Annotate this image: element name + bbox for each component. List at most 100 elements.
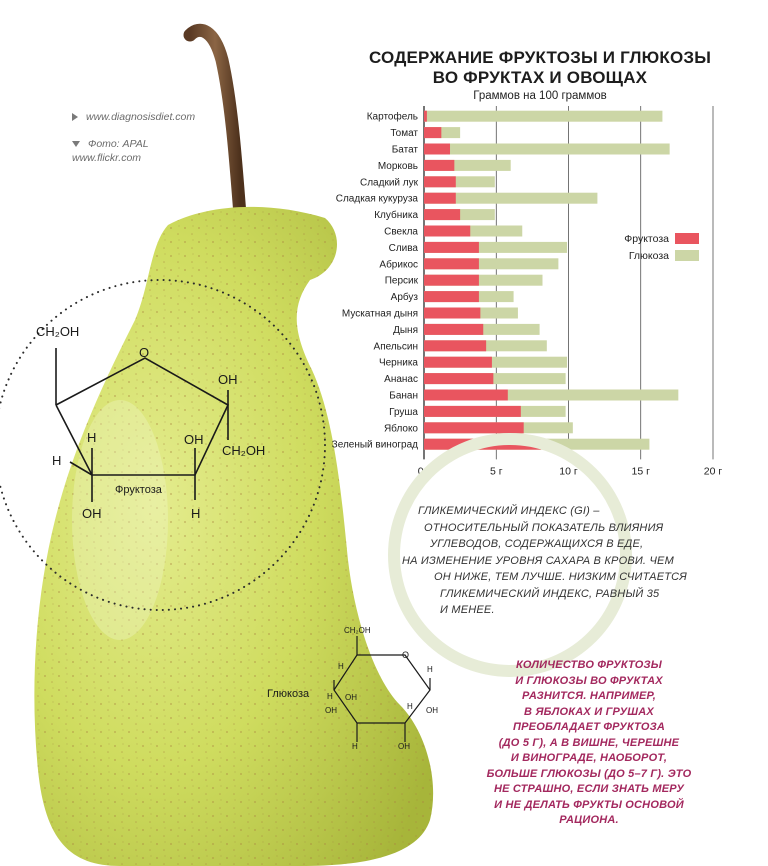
pink-note-line: (ДО 5 Г), А В ВИШНЕ, ЧЕРЕШНЕ [498,736,680,749]
chart-subtitle: Граммов на 100 граммов [473,90,607,102]
bar-fructose [424,422,524,434]
pink-note-line: В ЯБЛОКАХ И ГРУШАХ [524,705,654,718]
bar-glucose [424,159,511,171]
category-label: Абрикос [379,258,418,270]
glucose-h: H [352,742,358,751]
gi-note-line: ОТНОСИТЕЛЬНЫЙ ПОКАЗАТЕЛЬ ВЛИЯНИЯ [424,521,664,534]
pink-note-line: РАЗНИТСЯ. НАПРИМЕР, [522,690,656,702]
bar-glucose [424,356,568,368]
triangle-right-icon [72,113,78,122]
bar-glucose [424,176,495,188]
gi-note-line: УГЛЕВОДОВ, СОДЕРЖАЩИХСЯ В ЕДЕ, [430,538,644,550]
glucose-label: Глюкоза [267,688,310,700]
bar-fructose [424,192,456,204]
glucose-oh: OH [345,693,357,702]
chart-title-line1: СОДЕРЖАНИЕ ФРУКТОЗЫ И ГЛЮКОЗЫ [368,48,712,67]
bar-glucose [424,258,559,270]
legend-label: Глюкоза [629,250,669,262]
chart-title-line2: ВО ФРУКТАХ И ОВОЩАХ [432,68,648,87]
pink-note-line: И ГЛЮКОЗЫ ВО ФРУКТАХ [515,674,663,687]
category-label: Банан [389,391,418,402]
bar-fructose [424,291,479,303]
pink-note-line: РАЦИОНА. [559,814,619,826]
bar-glucose [424,143,670,155]
bar-fructose [424,438,542,450]
credit-photo: Фото: APAL [72,138,149,150]
fructose-ch2oh-right: CH₂OH [222,443,266,458]
bar-fructose [424,323,484,335]
gi-note-line: ГЛИКЕМИЧЕСКИЙ ИНДЕКС (GI) – [418,505,600,517]
legend-swatch [675,233,699,244]
fructose-bond [69,461,93,476]
fructose-ring [55,357,230,476]
x-tick-label: 0 г [418,465,431,477]
gi-note-line: НА ИЗМЕНЕНИЕ УРОВНЯ САХАРА В КРОВИ. ЧЕМ [402,554,674,567]
category-label: Томат [390,128,418,139]
x-tick-label: 15 г [632,465,651,477]
pink-note-line: И ВИНОГРАДЕ, НАОБОРОТ, [510,752,668,764]
glucose-h: H [407,702,413,711]
x-tick-label: 10 г [559,465,578,477]
bar-fructose [424,405,521,417]
glucose-oh: OH [426,706,438,715]
category-label: Клубника [374,209,418,221]
fructose-h-bottom: H [191,506,201,521]
category-label: Сладкий лук [360,177,419,188]
category-label: Персик [385,276,419,287]
fructose-oh-mid: OH [184,432,204,447]
pink-note-line: ПРЕОБЛАДАЕТ ФРУКТОЗА [513,721,665,733]
fructose-oh-right: OH [218,372,238,387]
bar-glucose [424,127,461,139]
pink-note-line: КОЛИЧЕСТВО ФРУКТОЗЫ [516,659,662,671]
category-label: Картофель [367,111,418,123]
glucose-oh: OH [398,742,410,751]
glucose-ch2oh: CH₂OH [344,626,371,635]
pink-note-line: БОЛЬШЕ ГЛЮКОЗЫ (ДО 5–7 Г). ЭТО [486,767,692,780]
bar-glucose [424,274,543,286]
category-label: Батат [392,145,419,156]
bar-fructose [424,176,456,188]
category-label: Арбуз [391,291,419,303]
credit-site-text[interactable]: www.diagnosisdiet.com [86,111,196,123]
bar-fructose [424,340,487,352]
bar-glucose [424,389,679,401]
bar-fructose [424,258,479,270]
bar-fructose [424,159,455,171]
category-label: Яблоко [384,422,418,434]
fructose-ch2oh-top: CH₂OH [36,324,80,339]
gi-note-line: И МЕНЕЕ. [440,604,495,616]
legend-swatch [675,250,699,261]
bar-fructose [424,127,442,139]
fructose-h-left: H [52,453,62,468]
bar-fructose [424,356,492,368]
category-label: Свекла [384,227,418,238]
credit-flickr-text[interactable]: www.flickr.com [72,152,142,164]
bar-glucose [424,241,568,253]
fructose-label: Фруктоза [115,484,162,496]
bar-fructose [424,373,494,385]
category-label: Ананас [384,374,418,385]
fructose-h-upper: H [87,430,97,445]
bar-fructose [424,307,481,319]
x-tick-label: 20 г [704,465,723,477]
x-tick-label: 5 г [490,465,503,477]
glucose-h: H [327,692,333,701]
category-label: Сладкая кукуруза [336,194,419,205]
category-label: Морковь [378,161,418,172]
credit-site: www.diagnosisdiet.com [72,111,195,123]
fructose-oh-bottom: OH [82,506,102,521]
category-label: Слива [389,243,419,254]
triangle-down-icon [72,141,80,148]
bar-fructose [424,225,471,237]
gi-note-line: ГЛИКЕМИЧЕСКИЙ ИНДЕКС, РАВНЫЙ 35 [440,587,660,600]
pink-note-line: И НЕ ДЕЛАТЬ ФРУКТЫ ОСНОВОЙ [494,798,684,811]
credit-photo-text: Фото: APAL [88,138,149,150]
glucose-oh: OH [325,706,337,715]
bar-glucose [424,192,598,204]
bar-fructose [424,389,508,401]
fructose-o: O [139,345,150,360]
legend-label: Фруктоза [624,233,669,245]
category-label: Дыня [393,325,418,336]
